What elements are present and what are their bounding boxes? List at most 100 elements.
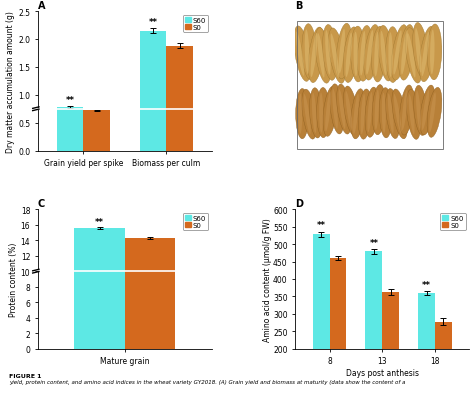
Bar — [83, 111, 110, 151]
Ellipse shape — [399, 25, 415, 81]
Ellipse shape — [420, 86, 435, 136]
Ellipse shape — [331, 34, 339, 79]
Bar — [74, 229, 125, 349]
Ellipse shape — [407, 90, 421, 140]
Ellipse shape — [304, 95, 311, 135]
Bar — [383, 292, 399, 401]
Ellipse shape — [339, 30, 345, 74]
Y-axis label: Amino acid content (μmol/g FW): Amino acid content (μmol/g FW) — [263, 218, 272, 341]
Ellipse shape — [392, 90, 408, 140]
Ellipse shape — [353, 95, 359, 134]
Ellipse shape — [379, 88, 392, 138]
Ellipse shape — [337, 85, 351, 135]
Ellipse shape — [372, 85, 385, 136]
Ellipse shape — [366, 31, 373, 75]
Ellipse shape — [317, 88, 330, 138]
Text: yield, protein content, and amino acid indices in the wheat variety GY2018. (A) : yield, protein content, and amino acid i… — [9, 379, 406, 384]
Ellipse shape — [391, 26, 408, 81]
Bar — [166, 47, 193, 151]
Text: **: ** — [422, 280, 431, 289]
Bar — [57, 108, 83, 151]
Legend: S60, S0: S60, S0 — [440, 213, 466, 231]
Ellipse shape — [332, 90, 338, 130]
Ellipse shape — [393, 31, 401, 75]
Ellipse shape — [343, 28, 359, 83]
Ellipse shape — [430, 30, 435, 75]
Ellipse shape — [400, 86, 414, 136]
Ellipse shape — [330, 85, 344, 135]
Ellipse shape — [385, 28, 400, 83]
Y-axis label: Protein content (%): Protein content (%) — [9, 242, 18, 316]
Ellipse shape — [351, 89, 365, 140]
Ellipse shape — [354, 32, 358, 77]
Ellipse shape — [319, 93, 323, 134]
Ellipse shape — [427, 88, 442, 138]
Ellipse shape — [296, 32, 304, 77]
Bar — [435, 322, 452, 401]
Text: C: C — [38, 199, 45, 209]
Ellipse shape — [409, 95, 415, 135]
Ellipse shape — [358, 90, 372, 140]
Ellipse shape — [421, 33, 429, 77]
Ellipse shape — [305, 30, 310, 75]
Ellipse shape — [296, 89, 309, 140]
Ellipse shape — [401, 31, 408, 75]
Ellipse shape — [365, 88, 379, 138]
Text: FIGURE 1: FIGURE 1 — [9, 373, 42, 378]
Ellipse shape — [386, 89, 400, 139]
Ellipse shape — [419, 27, 436, 83]
Ellipse shape — [427, 25, 442, 81]
Ellipse shape — [357, 26, 373, 82]
Ellipse shape — [388, 33, 393, 78]
Ellipse shape — [405, 28, 422, 84]
Ellipse shape — [346, 92, 353, 132]
Ellipse shape — [328, 29, 346, 84]
Ellipse shape — [344, 87, 358, 137]
Ellipse shape — [415, 29, 421, 73]
Ellipse shape — [361, 95, 365, 135]
Text: **: ** — [148, 18, 157, 26]
Ellipse shape — [302, 90, 317, 140]
Ellipse shape — [346, 33, 352, 78]
Ellipse shape — [325, 92, 331, 132]
Ellipse shape — [378, 26, 393, 82]
Text: **: ** — [317, 221, 326, 230]
Ellipse shape — [382, 93, 386, 134]
Ellipse shape — [310, 89, 323, 139]
Ellipse shape — [374, 33, 379, 77]
Ellipse shape — [294, 27, 311, 82]
Ellipse shape — [367, 93, 373, 133]
Text: 5mm: 5mm — [441, 147, 456, 152]
Text: **: ** — [369, 238, 378, 247]
Text: D: D — [295, 199, 303, 209]
Ellipse shape — [298, 94, 302, 134]
X-axis label: Days post anthesis: Days post anthesis — [346, 368, 419, 377]
Text: **: ** — [95, 218, 104, 227]
Text: A: A — [38, 1, 46, 11]
Legend: S60, S0: S60, S0 — [182, 16, 209, 33]
Ellipse shape — [315, 28, 331, 84]
Bar — [140, 32, 166, 151]
Ellipse shape — [364, 25, 380, 81]
Ellipse shape — [323, 87, 337, 137]
Ellipse shape — [394, 95, 401, 134]
Ellipse shape — [372, 27, 386, 83]
Legend: S60, S0: S60, S0 — [182, 213, 209, 231]
Ellipse shape — [374, 90, 379, 130]
Bar — [365, 251, 383, 401]
Text: B: B — [295, 1, 303, 11]
Ellipse shape — [318, 34, 325, 79]
Bar — [329, 258, 346, 401]
Ellipse shape — [336, 24, 352, 80]
Bar — [313, 235, 329, 401]
Ellipse shape — [308, 28, 324, 83]
Ellipse shape — [388, 94, 393, 134]
Ellipse shape — [413, 23, 428, 79]
Ellipse shape — [402, 91, 408, 131]
Ellipse shape — [322, 25, 337, 81]
Bar — [125, 239, 175, 349]
Ellipse shape — [422, 91, 429, 131]
Ellipse shape — [407, 34, 416, 78]
Bar — [418, 293, 435, 401]
Y-axis label: Dry matter accumulation amount (g): Dry matter accumulation amount (g) — [6, 11, 15, 152]
